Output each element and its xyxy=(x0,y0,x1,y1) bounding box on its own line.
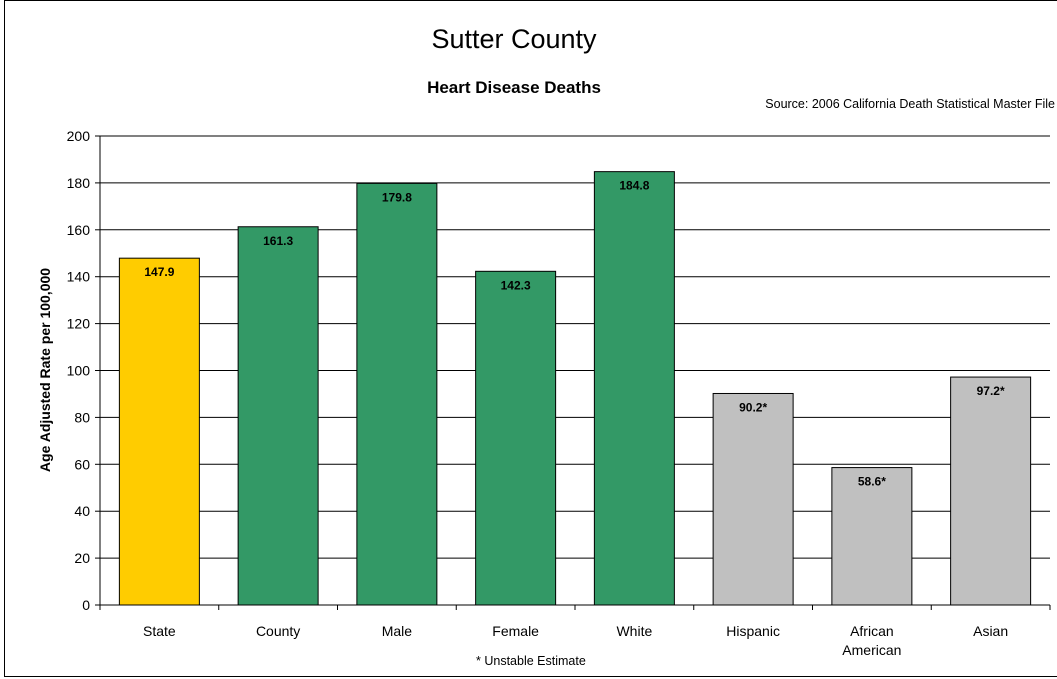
x-category-label: American xyxy=(842,642,901,658)
data-label: 90.2* xyxy=(739,400,767,414)
y-tick-label: 40 xyxy=(74,503,90,519)
bar xyxy=(356,182,438,606)
y-tick-label: 20 xyxy=(74,550,90,566)
y-tick-label: 200 xyxy=(67,128,91,144)
source-note: Source: 2006 California Death Statistica… xyxy=(765,97,1055,111)
data-label: 97.2* xyxy=(977,384,1005,398)
x-category-label: African xyxy=(850,623,894,639)
x-category-label: Male xyxy=(382,623,413,639)
y-tick-label: 120 xyxy=(67,316,91,332)
bar xyxy=(118,257,200,606)
x-category-label: Asian xyxy=(973,623,1008,639)
y-tick-label: 80 xyxy=(74,409,90,425)
data-label: 58.6* xyxy=(858,475,886,489)
y-tick-label: 0 xyxy=(82,597,90,613)
x-category-label: State xyxy=(143,623,176,639)
bar xyxy=(950,376,1032,606)
chart-title: Sutter County xyxy=(431,24,597,54)
x-category-label: Female xyxy=(492,623,539,639)
data-label: 161.3 xyxy=(263,234,293,248)
bar xyxy=(712,392,794,606)
chart-frame xyxy=(4,0,1057,677)
x-category-label: County xyxy=(256,623,300,639)
chart-subtitle: Heart Disease Deaths xyxy=(427,78,601,97)
footnote: * Unstable Estimate xyxy=(476,654,586,668)
y-tick-label: 60 xyxy=(74,456,90,472)
data-label: 142.3 xyxy=(501,278,531,292)
x-category-label: White xyxy=(616,623,652,639)
data-label: 147.9 xyxy=(144,265,174,279)
bar xyxy=(831,467,913,606)
bar xyxy=(475,270,557,606)
y-tick-label: 160 xyxy=(67,222,91,238)
y-tick-label: 180 xyxy=(67,175,91,191)
y-tick-label: 100 xyxy=(67,363,91,379)
bar xyxy=(237,226,319,606)
y-tick-label: 140 xyxy=(67,269,91,285)
data-label: 179.8 xyxy=(382,190,412,204)
x-category-label: Hispanic xyxy=(726,623,780,639)
data-label: 184.8 xyxy=(619,179,649,193)
bar xyxy=(593,171,675,606)
